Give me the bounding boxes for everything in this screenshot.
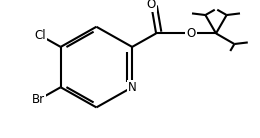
Text: Br: Br xyxy=(32,93,45,106)
Text: O: O xyxy=(186,27,196,40)
Text: Cl: Cl xyxy=(34,29,46,42)
Text: O: O xyxy=(146,0,156,11)
Text: N: N xyxy=(128,81,136,94)
